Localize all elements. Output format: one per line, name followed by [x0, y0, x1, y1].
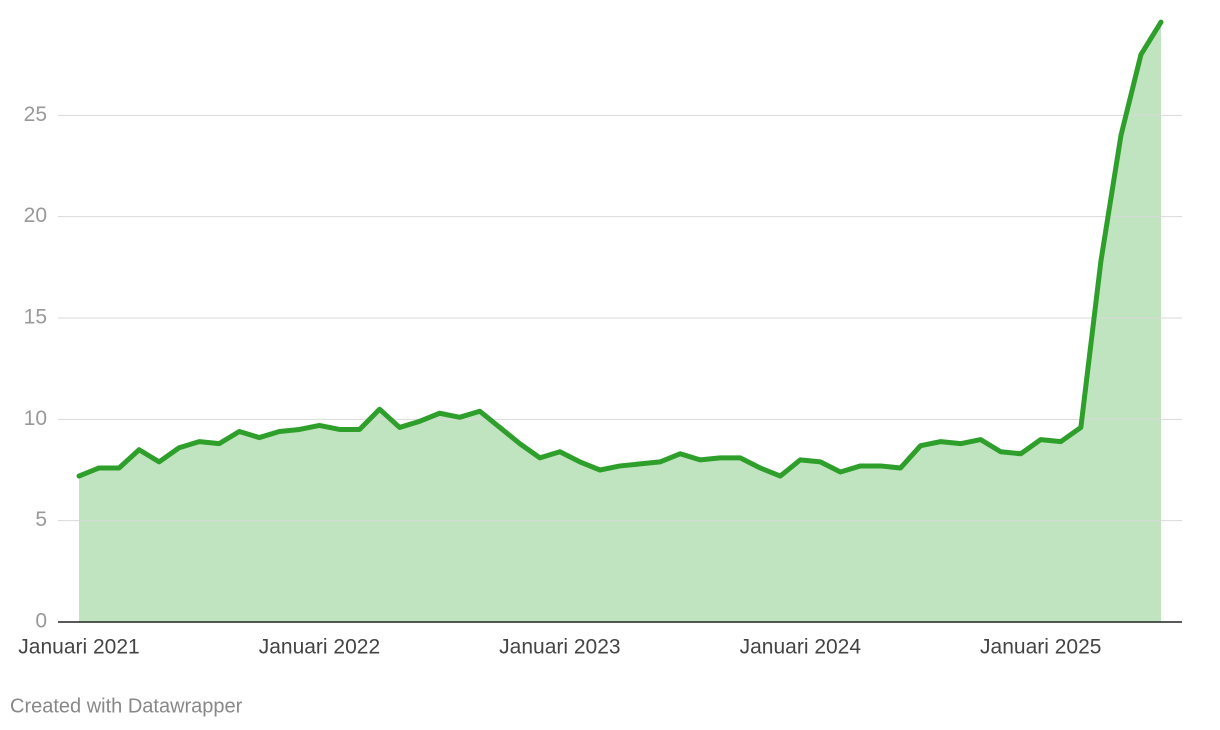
y-tick-label: 0: [35, 610, 47, 633]
area: [79, 22, 1161, 622]
x-tick-label: Januari 2021: [18, 636, 139, 659]
y-tick-label: 20: [24, 204, 47, 227]
y-tick-label: 10: [24, 407, 47, 430]
x-tick-label: Januari 2024: [740, 636, 862, 659]
y-tick-label: 25: [24, 103, 47, 126]
x-tick-label: Januari 2023: [499, 636, 620, 659]
y-tick-label: 15: [24, 306, 47, 329]
y-tick-label: 5: [35, 508, 47, 531]
x-tick-label: Januari 2022: [259, 636, 380, 659]
x-tick-label: Januari 2025: [980, 636, 1101, 659]
line: [76, 19, 1164, 479]
footer: Created with Datawrapper: [10, 695, 243, 717]
